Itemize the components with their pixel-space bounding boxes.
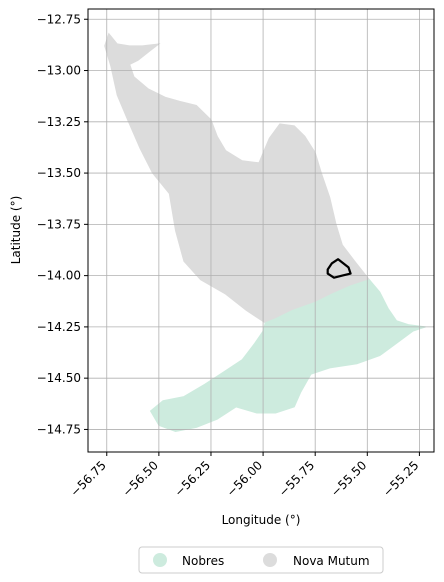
y-tick-label: −13.50 — [37, 166, 81, 180]
region-nova-mutum — [104, 32, 371, 324]
highlight-outline-layer — [326, 258, 352, 279]
x-tick-label: −55.50 — [328, 458, 369, 499]
highlight-outline — [326, 258, 352, 279]
legend: Nobres Nova Mutum — [138, 546, 384, 574]
region-nobres — [149, 279, 426, 433]
y-tick-label: −14.00 — [37, 269, 81, 283]
x-ticks: −56.75 −56.50 −56.25 −56.00 −55.75 −55.50 −55.… — [68, 452, 422, 500]
legend-swatch-nobres — [153, 553, 167, 567]
y-tick-label: −13.25 — [37, 115, 81, 129]
y-tick-label: −14.50 — [37, 371, 81, 385]
legend-box — [138, 546, 384, 574]
x-tick-label: −55.25 — [380, 458, 421, 499]
legend-label-nobres: Nobres — [182, 554, 224, 568]
y-tick-label: −14.25 — [37, 320, 81, 334]
y-tick-label: −13.00 — [37, 64, 81, 78]
legend-swatch-nova-mutum — [263, 553, 277, 567]
y-tick-label: −14.75 — [37, 422, 81, 436]
y-ticks: −12.75 −13.00 −13.25 −13.50 −13.75 −14.00 −14.… — [37, 12, 88, 436]
y-tick-label: −13.75 — [37, 217, 81, 231]
x-tick-label: −56.25 — [172, 458, 213, 499]
y-axis-label: Latitude (°) — [9, 196, 23, 265]
x-tick-label: −55.75 — [276, 458, 317, 499]
x-tick-label: −56.50 — [120, 458, 161, 499]
legend-label-nova-mutum: Nova Mutum — [293, 554, 370, 568]
y-tick-label: −12.75 — [37, 12, 81, 26]
grid-layer — [88, 9, 434, 452]
regions-layer — [104, 32, 426, 433]
x-tick-label: −56.75 — [68, 458, 109, 499]
axes-frame — [87, 8, 435, 453]
x-axis-label: Longitude (°) — [222, 513, 301, 527]
x-tick-label: −56.00 — [224, 458, 265, 499]
